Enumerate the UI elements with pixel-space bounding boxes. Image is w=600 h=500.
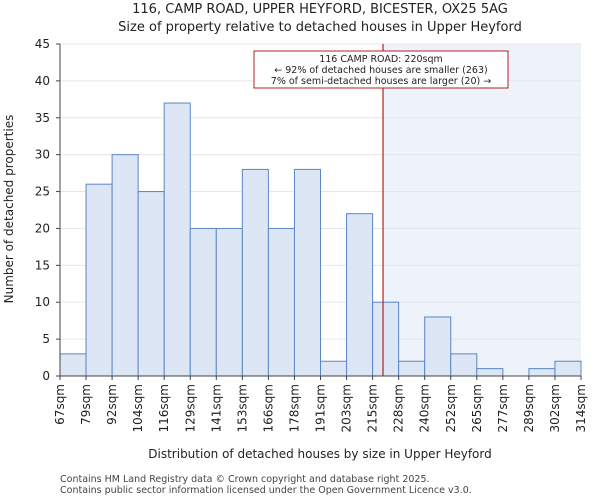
bar bbox=[346, 213, 374, 377]
x-tick-label: 153sqm bbox=[235, 384, 249, 432]
y-tick-label: 45 bbox=[35, 37, 50, 51]
y-tick-label: 0 bbox=[42, 369, 50, 383]
y-tick-label: 20 bbox=[35, 221, 50, 235]
y-tick-label: 25 bbox=[35, 185, 50, 199]
bar bbox=[137, 191, 165, 377]
bar bbox=[293, 168, 322, 377]
x-tick-label: 252sqm bbox=[444, 384, 458, 432]
x-tick-label: 104sqm bbox=[131, 384, 145, 432]
footer-line-2: Contains public sector information licen… bbox=[60, 485, 472, 496]
bar bbox=[398, 360, 426, 377]
bar bbox=[372, 301, 400, 377]
x-tick-label: 67sqm bbox=[53, 384, 67, 425]
bar bbox=[163, 102, 191, 377]
x-tick-label: 314sqm bbox=[574, 384, 588, 432]
bar bbox=[424, 316, 452, 377]
bar bbox=[554, 360, 582, 377]
chart-title-line-2: Size of property relative to detached ho… bbox=[118, 20, 522, 35]
annotation-frame bbox=[253, 50, 509, 89]
x-tick-label: 265sqm bbox=[470, 384, 484, 432]
bar bbox=[189, 227, 217, 377]
bar bbox=[528, 368, 556, 377]
highlight-region bbox=[383, 44, 581, 376]
x-tick-label: 240sqm bbox=[418, 384, 432, 432]
x-tick-label: 79sqm bbox=[79, 384, 93, 425]
y-tick-label: 15 bbox=[35, 258, 50, 272]
annotation-line-2: ← 92% of detached houses are smaller (26… bbox=[274, 65, 487, 76]
annotation-line-1: 116 CAMP ROAD: 220sqm bbox=[319, 54, 443, 65]
bar bbox=[320, 360, 348, 377]
y-tick-label: 30 bbox=[35, 148, 50, 162]
x-tick-labels: 67sqm 79sqm 92sqm 104sqm 116sqm 129sqm 141sqm 1… bbox=[53, 376, 588, 432]
x-tick-label: 203sqm bbox=[340, 384, 354, 432]
y-tick-label: 10 bbox=[35, 295, 50, 309]
footer-line-1: Contains HM Land Registry data © Crown c… bbox=[60, 474, 430, 485]
x-tick-label: 215sqm bbox=[366, 384, 380, 432]
annotation-box: 116 CAMP ROAD: 220sqm ← 92% of detached … bbox=[253, 50, 509, 89]
bars bbox=[59, 102, 582, 377]
x-tick-label: 277sqm bbox=[496, 384, 510, 432]
x-tick-label: 166sqm bbox=[261, 384, 275, 432]
bar bbox=[450, 353, 478, 377]
bar bbox=[241, 168, 269, 377]
y-tick-labels: 0 5 10 15 20 25 30 35 40 45 bbox=[35, 37, 60, 383]
y-tick-label: 5 bbox=[42, 332, 50, 346]
x-tick-label: 178sqm bbox=[287, 384, 301, 432]
annotation-line-3: 7% of semi-detached houses are larger (2… bbox=[271, 76, 491, 87]
y-tick-label: 40 bbox=[35, 74, 50, 88]
bar bbox=[85, 183, 113, 377]
x-axis-label: Distribution of detached houses by size … bbox=[148, 447, 491, 461]
chart-title-line-1: 116, CAMP ROAD, UPPER HEYFORD, BICESTER,… bbox=[132, 2, 508, 17]
x-tick-label: 302sqm bbox=[548, 384, 562, 432]
x-tick-label: 116sqm bbox=[157, 384, 171, 432]
y-tick-label: 35 bbox=[35, 111, 50, 125]
bar bbox=[215, 227, 243, 377]
x-tick-label: 191sqm bbox=[314, 384, 328, 432]
bar bbox=[267, 227, 295, 377]
x-tick-label: 129sqm bbox=[183, 384, 197, 432]
x-tick-label: 92sqm bbox=[105, 384, 119, 425]
y-axis-label: Number of detached properties bbox=[2, 115, 16, 304]
x-tick-label: 289sqm bbox=[522, 384, 536, 432]
x-tick-label: 141sqm bbox=[209, 384, 223, 432]
bar bbox=[59, 353, 87, 377]
bar bbox=[111, 154, 139, 377]
x-tick-label: 228sqm bbox=[392, 384, 406, 432]
bar bbox=[476, 368, 504, 377]
